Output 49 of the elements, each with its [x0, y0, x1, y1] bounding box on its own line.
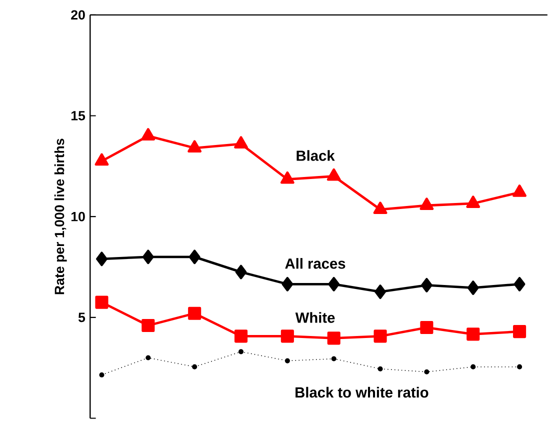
point	[424, 369, 430, 375]
point	[374, 330, 387, 343]
point	[421, 278, 432, 292]
point	[141, 128, 156, 141]
series-label: Black	[296, 150, 335, 162]
point	[327, 332, 340, 345]
point	[420, 198, 434, 210]
point	[188, 250, 200, 264]
point	[188, 140, 202, 153]
y-tick-label: 10	[71, 212, 85, 222]
point	[282, 277, 294, 292]
point	[238, 349, 244, 354]
point	[326, 168, 341, 181]
point	[378, 366, 383, 372]
point	[280, 330, 294, 343]
point	[192, 364, 198, 370]
point	[234, 330, 248, 343]
point	[517, 364, 522, 370]
point	[513, 325, 526, 338]
point	[284, 358, 290, 364]
point	[142, 250, 154, 264]
point	[234, 136, 248, 149]
y-axis-title: Rate per 1,000 live births	[54, 138, 67, 294]
point	[512, 184, 527, 198]
point	[280, 172, 294, 184]
point	[146, 355, 151, 360]
y-tick-label: 15	[71, 111, 86, 121]
series-label: All races	[285, 258, 346, 269]
point	[470, 364, 476, 370]
point	[514, 277, 526, 292]
point	[99, 372, 104, 378]
point	[466, 328, 480, 341]
y-tick-label: 20	[71, 10, 85, 20]
point	[420, 321, 434, 334]
point	[96, 252, 108, 266]
point	[94, 153, 109, 166]
point	[467, 280, 479, 296]
point	[142, 319, 155, 332]
y-tick-label: 5	[78, 312, 86, 322]
point	[374, 284, 386, 300]
point	[235, 265, 247, 280]
point	[373, 202, 388, 214]
point	[188, 307, 202, 320]
series-label: White	[295, 312, 335, 323]
point	[466, 196, 480, 208]
series-label: Black to white ratio	[296, 387, 428, 398]
point	[331, 356, 336, 362]
point	[328, 277, 340, 292]
point	[95, 296, 108, 309]
